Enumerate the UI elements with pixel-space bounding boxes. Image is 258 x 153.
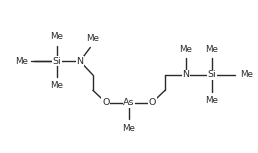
Text: Me: Me bbox=[240, 71, 253, 79]
Text: Me: Me bbox=[205, 45, 218, 54]
Text: Me: Me bbox=[205, 96, 218, 105]
Text: Me: Me bbox=[50, 32, 63, 41]
Text: Me: Me bbox=[123, 124, 135, 133]
Text: Me: Me bbox=[86, 34, 99, 43]
Text: N: N bbox=[76, 57, 84, 66]
Text: O: O bbox=[102, 98, 109, 107]
Text: O: O bbox=[149, 98, 156, 107]
Text: N: N bbox=[182, 71, 189, 79]
Text: Me: Me bbox=[50, 81, 63, 90]
Text: Si: Si bbox=[52, 57, 61, 66]
Text: Si: Si bbox=[207, 71, 216, 79]
Text: As: As bbox=[123, 98, 135, 107]
Text: Me: Me bbox=[15, 57, 28, 66]
Text: Me: Me bbox=[179, 45, 192, 54]
